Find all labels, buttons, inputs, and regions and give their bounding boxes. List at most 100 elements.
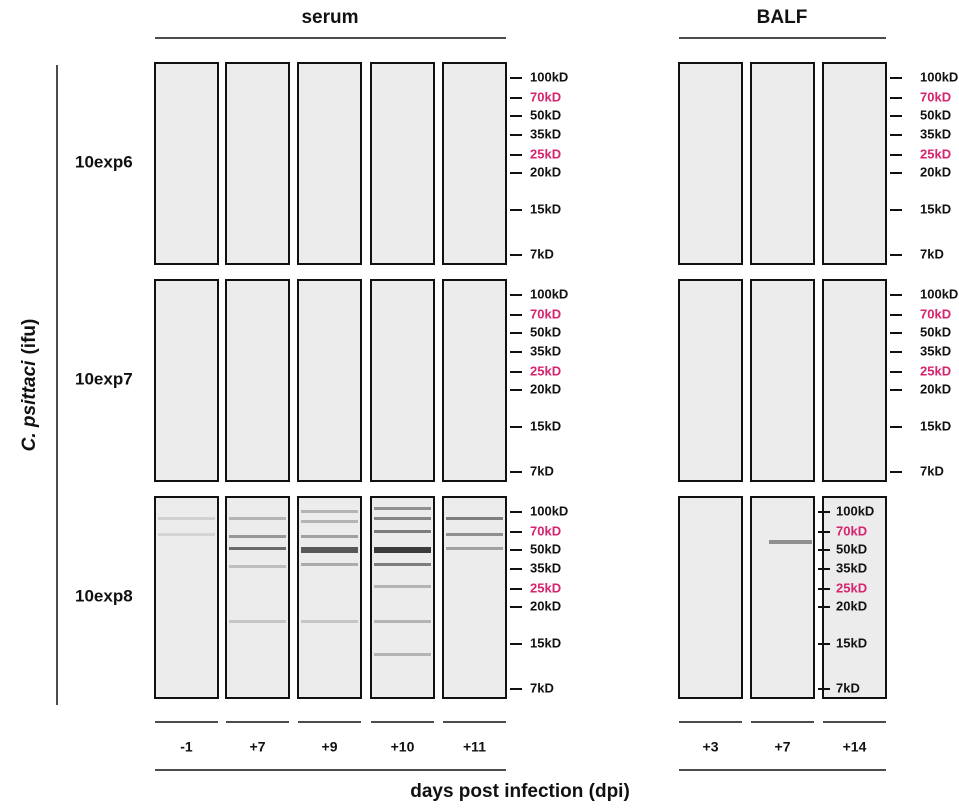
blot-lane xyxy=(371,63,434,264)
blot-lane xyxy=(226,63,289,264)
band xyxy=(374,620,431,623)
marker-label: 7kD xyxy=(836,680,860,695)
blot-lane xyxy=(823,63,886,264)
blot-lane xyxy=(443,497,506,698)
marker-label: 50kD xyxy=(836,541,867,556)
marker-label: 35kD xyxy=(530,126,561,141)
blot-lane xyxy=(298,63,361,264)
marker-label: 25kD xyxy=(836,580,867,595)
blot-lane xyxy=(155,280,218,481)
marker-label: 35kD xyxy=(530,343,561,358)
band xyxy=(229,547,286,550)
band xyxy=(374,530,431,533)
marker-label: 25kD xyxy=(920,146,951,161)
marker-label: 35kD xyxy=(920,126,951,141)
y-axis-unit: (ifu) xyxy=(19,319,40,355)
band xyxy=(374,585,431,588)
blot-lane xyxy=(371,497,434,698)
marker-label: 100kD xyxy=(530,69,568,84)
marker-label: 7kD xyxy=(530,246,554,261)
band xyxy=(301,535,358,538)
marker-label: 20kD xyxy=(530,598,561,613)
band xyxy=(374,653,431,656)
band xyxy=(229,565,286,568)
blot-lane xyxy=(443,63,506,264)
band xyxy=(301,563,358,566)
band xyxy=(446,547,503,550)
marker-label: 50kD xyxy=(530,107,561,122)
band xyxy=(446,517,503,520)
serum-header: serum xyxy=(301,7,358,28)
blot-lane xyxy=(679,497,742,698)
band xyxy=(301,620,358,623)
blot-lane xyxy=(679,63,742,264)
band xyxy=(229,517,286,520)
marker-label: 70kD xyxy=(530,523,561,538)
band xyxy=(158,517,215,520)
marker-label: 70kD xyxy=(920,306,951,321)
blot-lane xyxy=(679,280,742,481)
band xyxy=(374,517,431,520)
band xyxy=(301,520,358,523)
blot-lane xyxy=(443,280,506,481)
band xyxy=(769,540,812,544)
marker-label: 20kD xyxy=(920,164,951,179)
blot-lane xyxy=(298,280,361,481)
marker-label: 35kD xyxy=(530,560,561,575)
marker-label: 35kD xyxy=(836,560,867,575)
marker-label: 15kD xyxy=(530,635,561,650)
lane-label: -1 xyxy=(180,739,193,755)
band xyxy=(158,533,215,536)
lane-label: +14 xyxy=(843,739,867,755)
blot-lane xyxy=(751,63,814,264)
band xyxy=(374,563,431,566)
band xyxy=(374,507,431,510)
x-axis-title: days post infection (dpi) xyxy=(410,781,630,802)
balf-header: BALF xyxy=(757,7,808,28)
marker-label: 15kD xyxy=(836,635,867,650)
blot-lane xyxy=(226,280,289,481)
band xyxy=(229,620,286,623)
y-axis-title: C. psittaci (ifu) xyxy=(19,319,40,452)
blot-lane xyxy=(298,497,361,698)
marker-label: 20kD xyxy=(530,381,561,396)
marker-label: 50kD xyxy=(530,324,561,339)
lane-label: +9 xyxy=(322,739,338,755)
marker-label: 7kD xyxy=(530,680,554,695)
marker-label: 100kD xyxy=(836,503,874,518)
marker-label: 50kD xyxy=(530,541,561,556)
marker-label: 25kD xyxy=(530,146,561,161)
marker-label: 20kD xyxy=(920,381,951,396)
marker-label: 70kD xyxy=(836,523,867,538)
marker-label: 15kD xyxy=(920,201,951,216)
band xyxy=(229,535,286,538)
marker-label: 20kD xyxy=(530,164,561,179)
marker-label: 70kD xyxy=(530,89,561,104)
marker-label: 25kD xyxy=(920,363,951,378)
marker-label: 100kD xyxy=(530,503,568,518)
marker-label: 15kD xyxy=(920,418,951,433)
lane-label: +10 xyxy=(391,739,415,755)
blot-lane xyxy=(751,497,814,698)
marker-label: 70kD xyxy=(530,306,561,321)
band xyxy=(301,510,358,513)
marker-label: 100kD xyxy=(530,286,568,301)
marker-label: 35kD xyxy=(920,343,951,358)
blot-lane xyxy=(751,280,814,481)
lane-label: +7 xyxy=(250,739,266,755)
row-label: 10exp6 xyxy=(75,152,133,171)
marker-label: 50kD xyxy=(920,107,951,122)
marker-label: 20kD xyxy=(836,598,867,613)
blot-lane xyxy=(226,497,289,698)
marker-label: 70kD xyxy=(920,89,951,104)
marker-label: 100kD xyxy=(920,286,958,301)
marker-label: 15kD xyxy=(530,418,561,433)
band xyxy=(374,547,431,553)
band xyxy=(446,533,503,536)
lane-label: +7 xyxy=(775,739,791,755)
lane-label: +3 xyxy=(703,739,719,755)
y-axis-italic: C. psittaci xyxy=(19,360,40,452)
blot-lane xyxy=(371,280,434,481)
blot-lane xyxy=(823,280,886,481)
blot-lane xyxy=(155,63,218,264)
